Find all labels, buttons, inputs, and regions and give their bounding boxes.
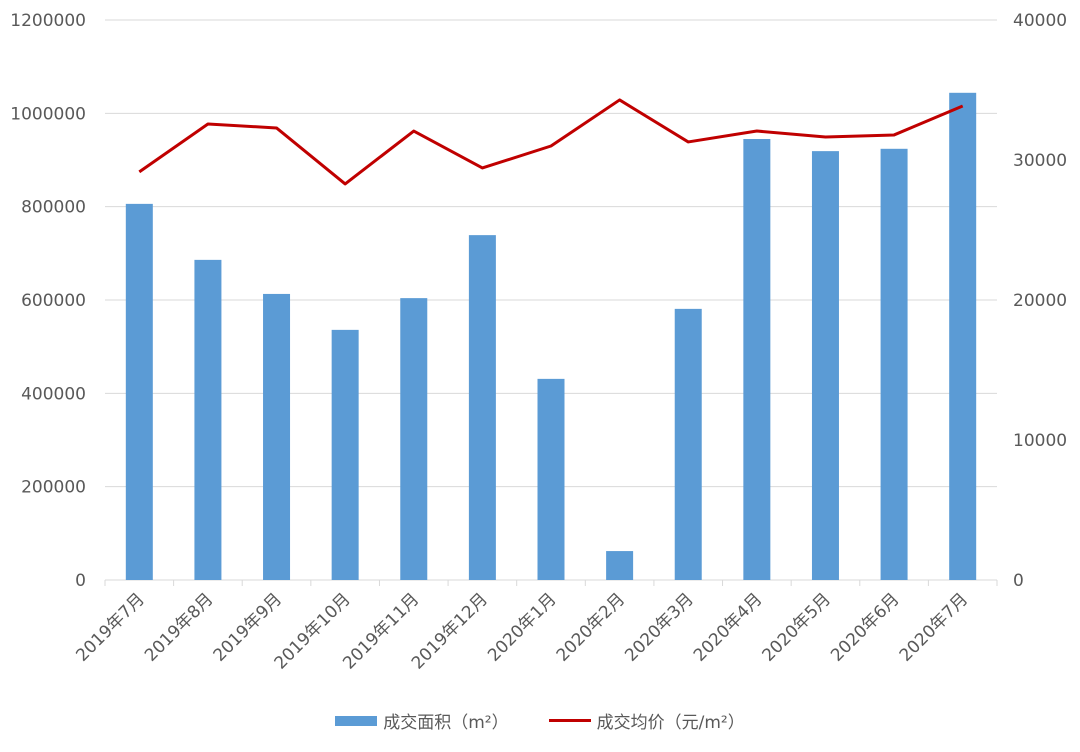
x-tick-label: 2019年8月 bbox=[141, 589, 217, 665]
bar bbox=[194, 259, 222, 580]
x-tick-label: 2020年1月 bbox=[484, 589, 560, 665]
bar bbox=[606, 551, 634, 580]
bar bbox=[468, 235, 496, 580]
x-tick-label: 2020年2月 bbox=[553, 589, 629, 665]
legend-item-price: 成交均价（元/m²） bbox=[548, 708, 745, 733]
bar bbox=[880, 148, 908, 581]
legend-swatch-bar bbox=[335, 715, 378, 726]
y-right-tick-label: 0 bbox=[1013, 571, 1024, 591]
y-right-tick-label: 30000 bbox=[1013, 151, 1067, 171]
bar bbox=[400, 298, 428, 580]
legend-swatch-line bbox=[548, 719, 591, 722]
y-right-tick-label: 10000 bbox=[1013, 431, 1067, 451]
legend-label-price: 成交均价（元/m²） bbox=[596, 713, 745, 733]
y-left-tick-label: 600000 bbox=[21, 291, 86, 311]
legend: 成交面积（m²） 成交均价（元/m²） bbox=[0, 708, 1080, 733]
bar bbox=[743, 139, 771, 580]
bar bbox=[674, 308, 702, 580]
bar bbox=[537, 378, 565, 580]
x-tick-label: 2019年7月 bbox=[72, 589, 148, 665]
bar bbox=[949, 92, 977, 581]
y-left-tick-label: 1000000 bbox=[10, 104, 86, 124]
bar bbox=[811, 151, 839, 580]
y-left-tick-label: 800000 bbox=[21, 198, 86, 218]
bar bbox=[125, 203, 153, 580]
chart: 0 200000 400000 600000 800000 1000000 1200000 0… bbox=[10, 11, 1067, 673]
bar bbox=[331, 329, 359, 580]
y-left-tick-label: 200000 bbox=[21, 478, 86, 498]
legend-item-area: 成交面积（m²） bbox=[335, 708, 509, 733]
y-left-tick-label: 400000 bbox=[21, 384, 86, 404]
legend-label-area: 成交面积（m²） bbox=[383, 713, 509, 733]
y-left-tick-label: 0 bbox=[75, 571, 86, 591]
bar bbox=[263, 293, 291, 580]
y-right-tick-label: 40000 bbox=[1013, 11, 1067, 31]
x-tick-label: 2020年3月 bbox=[621, 589, 697, 665]
x-tick-label: 2020年5月 bbox=[759, 589, 835, 665]
x-tick-label: 2020年6月 bbox=[827, 589, 903, 665]
x-tick-label: 2020年4月 bbox=[690, 589, 766, 665]
y-left-tick-label: 1200000 bbox=[10, 11, 86, 31]
y-right-tick-label: 20000 bbox=[1013, 291, 1067, 311]
x-tick-label: 2020年7月 bbox=[896, 589, 972, 665]
price-line bbox=[138, 98, 964, 186]
